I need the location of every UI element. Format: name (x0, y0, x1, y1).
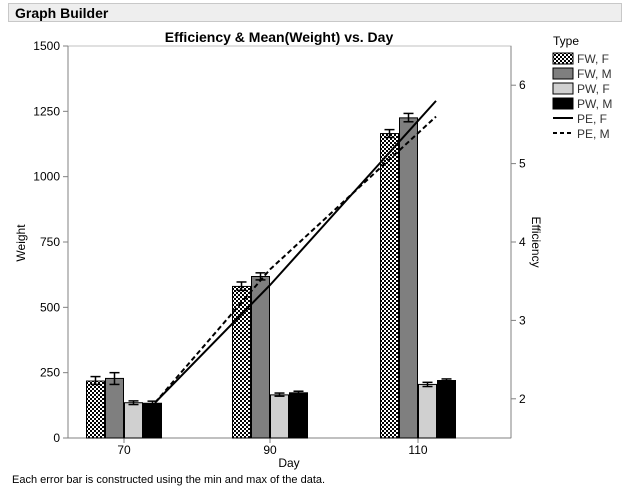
legend-title: Type (553, 34, 579, 48)
window-title: Graph Builder (15, 5, 109, 21)
y2-tick-label: 3 (519, 313, 526, 327)
y-tick-label: 500 (40, 300, 60, 314)
legend-label: PE, F (577, 112, 607, 126)
legend-swatch (552, 52, 574, 65)
legend-label: PW, M (577, 97, 612, 111)
bar (270, 394, 289, 439)
y-tick-label: 250 (40, 366, 60, 380)
footnote: Each error bar is constructed using the … (12, 474, 326, 486)
y2-tick-label: 2 (519, 392, 526, 406)
bar (105, 377, 124, 439)
bar (124, 402, 143, 439)
legend-label: PE, M (577, 127, 610, 141)
line-series (154, 100, 437, 404)
y2-tick-label: 4 (519, 235, 526, 249)
bar (380, 133, 399, 439)
y-tick-label: 1250 (33, 104, 60, 118)
x-tick-label: 110 (408, 443, 427, 457)
legend-label: PW, F (577, 82, 610, 96)
y-tick-label: 1500 (33, 39, 60, 53)
legend-label: FW, M (577, 67, 612, 81)
y-axis-label: Weight (14, 224, 28, 262)
legend-swatch (552, 67, 574, 80)
legend-swatch (552, 82, 574, 95)
legend-label: FW, F (577, 52, 609, 66)
y2-tick-label: 5 (519, 157, 526, 171)
legend-swatch (552, 97, 574, 110)
bar (399, 117, 418, 439)
y-tick-label: 750 (40, 235, 60, 249)
bar (289, 392, 308, 439)
chart-title: Efficiency & Mean(Weight) vs. Day (165, 29, 394, 45)
y2-tick-label: 6 (519, 78, 526, 92)
bar (86, 380, 105, 439)
x-tick-label: 70 (117, 443, 131, 457)
line-series (154, 115, 437, 404)
bar (143, 402, 162, 439)
bar (418, 383, 437, 439)
y2-axis-label: Efficiency (529, 216, 543, 267)
y-tick-label: 1000 (33, 170, 60, 184)
y-tick-label: 0 (53, 431, 60, 445)
x-tick-label: 90 (263, 443, 277, 457)
bar (437, 380, 456, 439)
graph-builder-header: Graph Builder (8, 3, 622, 22)
x-axis-label: Day (278, 456, 299, 470)
